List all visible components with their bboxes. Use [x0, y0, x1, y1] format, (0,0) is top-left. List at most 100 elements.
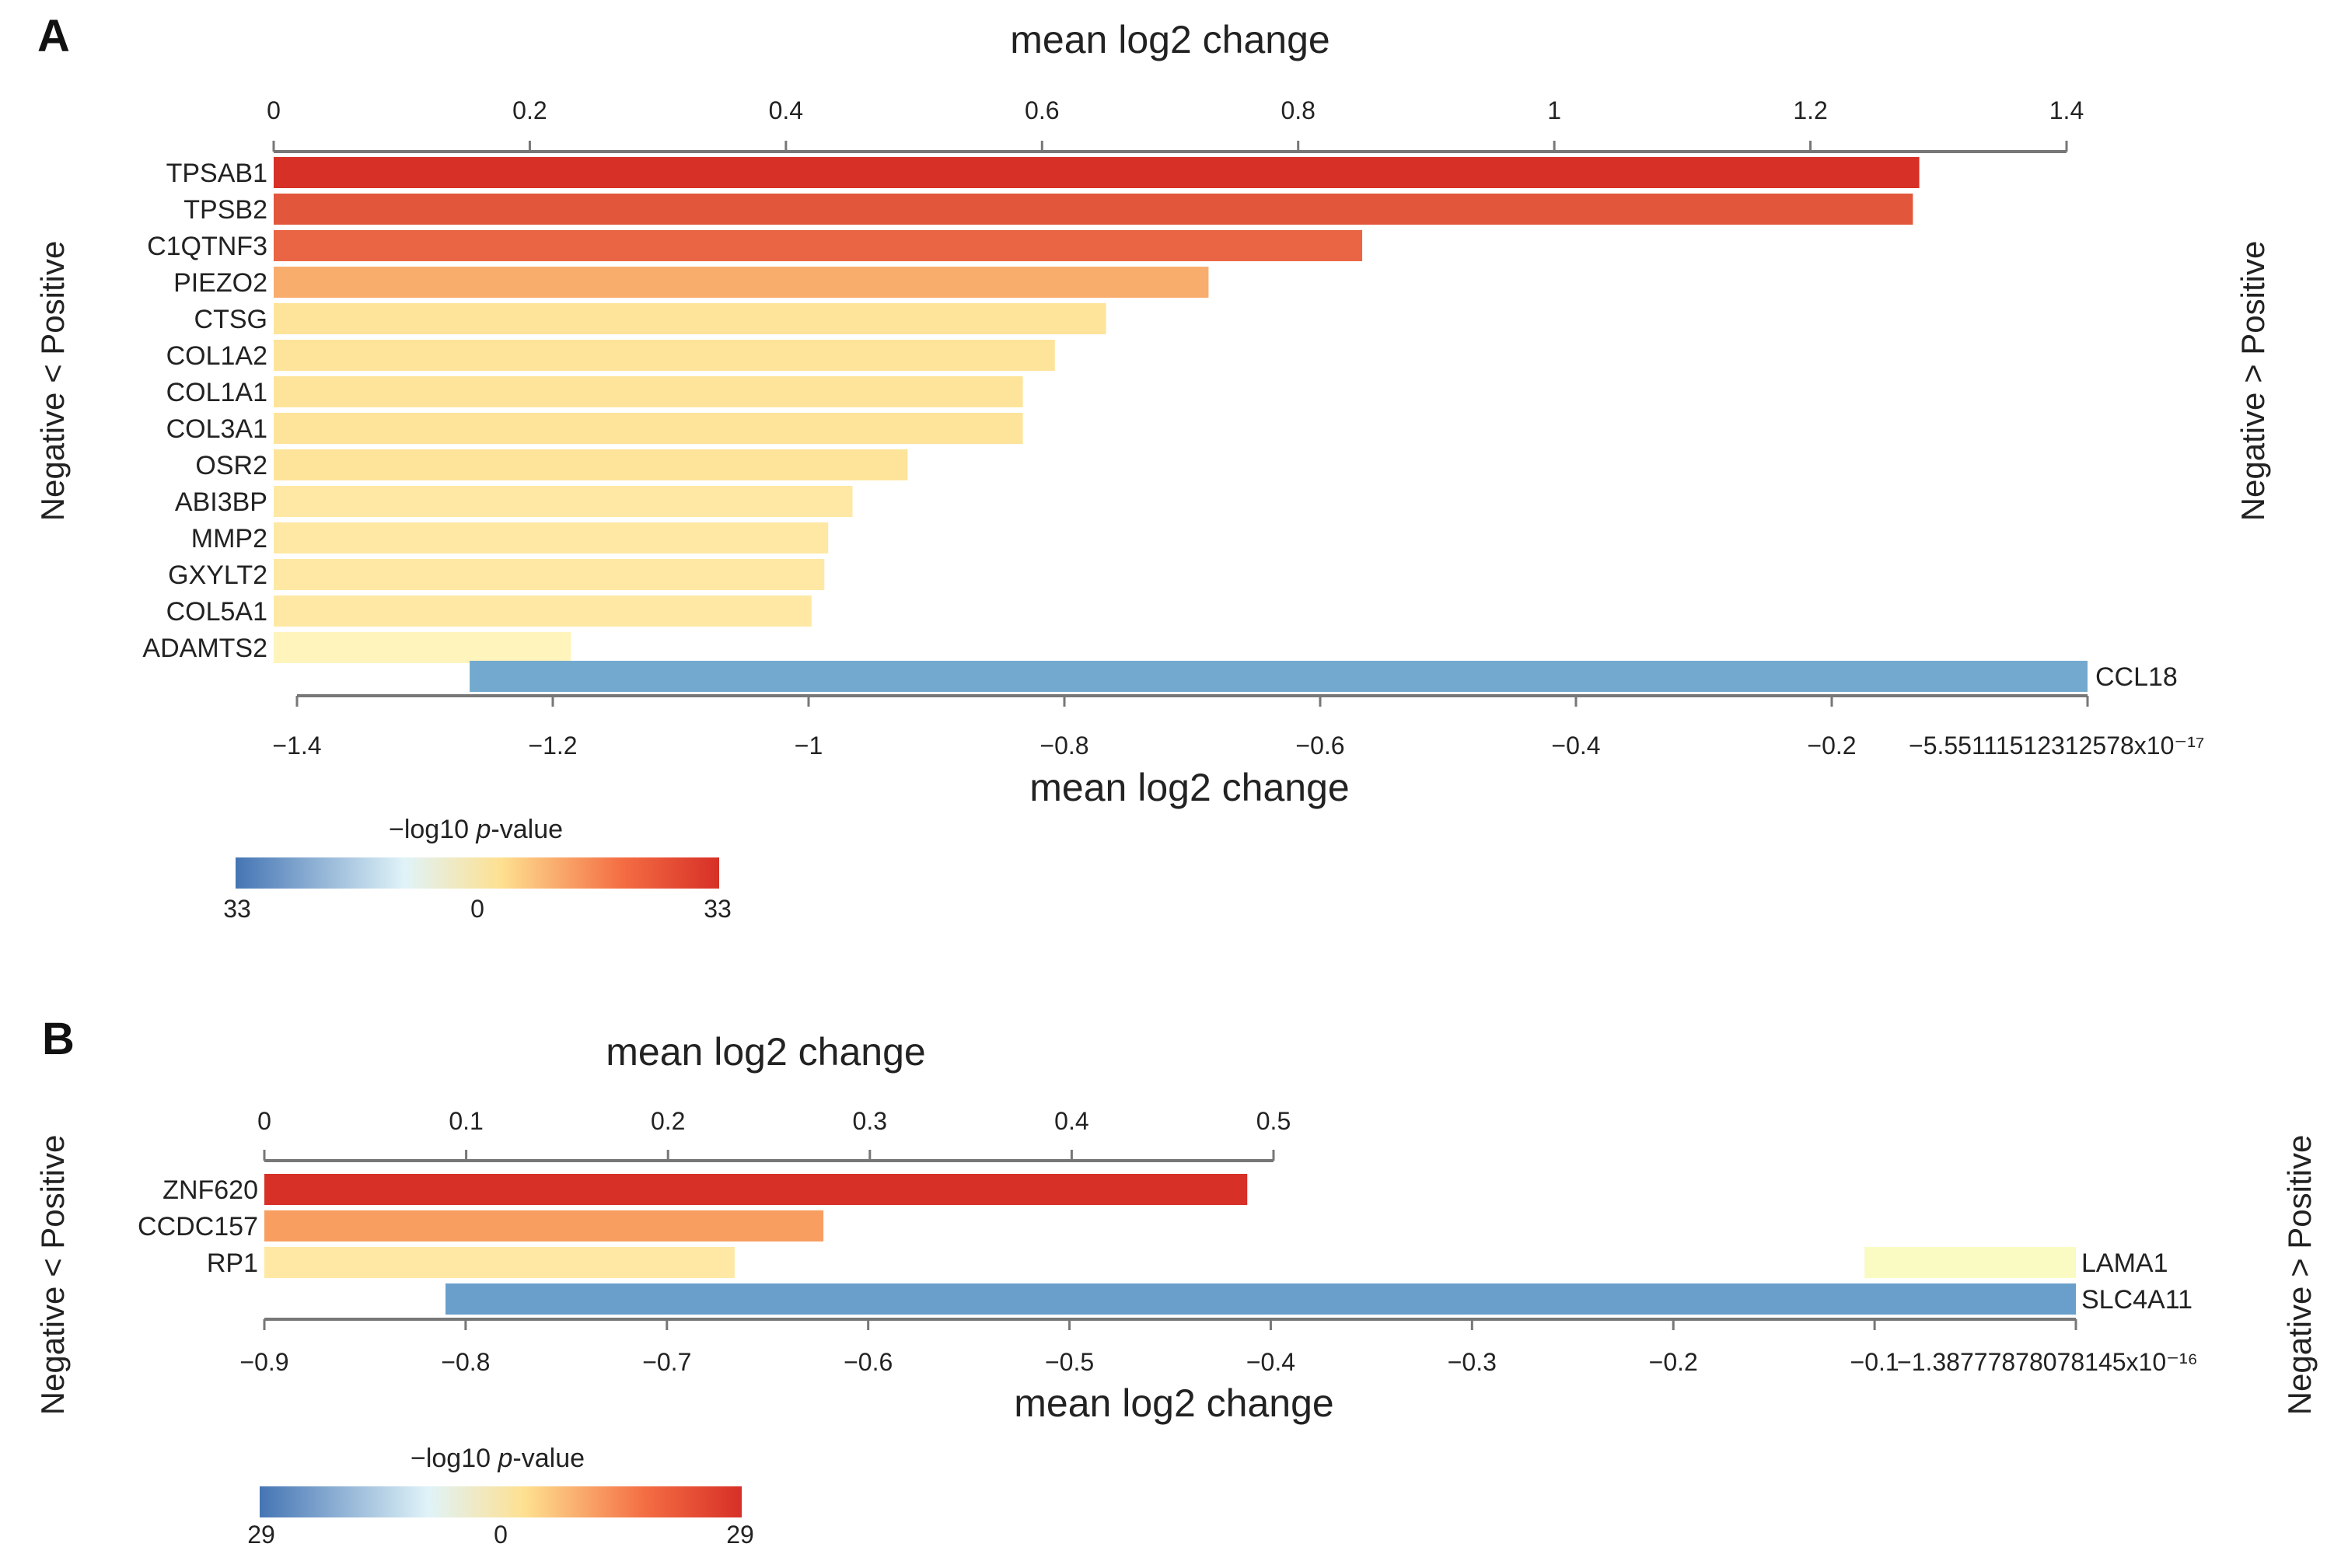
panel-a-bottom-tick-label: −0.4	[1551, 732, 1600, 760]
panel-a-top-tick-label: 0	[267, 96, 281, 124]
panel-a-bottom-axis-title: mean log2 change	[1029, 766, 1349, 809]
panel-a-gene-label: MMP2	[191, 524, 267, 554]
panel-a-gene-label: ADAMTS2	[142, 634, 267, 663]
panel-a-bar-piezo2	[274, 267, 1209, 298]
panel-b-right-side-label: Negative > Positive	[2281, 1135, 2318, 1416]
panel-a-bottom-tick-label: −0.8	[1039, 732, 1088, 760]
panel-a-top-axis-title: mean log2 change	[1010, 18, 1329, 61]
panel-b-left-side-label: Negative < Positive	[34, 1135, 71, 1416]
panel-b-bottom-tick-label: −0.4	[1246, 1348, 1295, 1376]
panel-a-top-tick-label: 1	[1547, 96, 1561, 124]
panel-b-bar-ccdc157	[264, 1210, 824, 1241]
panel-a-bar-abi3bp	[274, 486, 853, 517]
panel-a-top-tick-label: 0.8	[1281, 96, 1315, 124]
panel-a-bar-col1a2	[274, 340, 1055, 371]
panel-a-bar-mmp2	[274, 522, 829, 554]
panel-a-gene-label: CTSG	[194, 305, 267, 334]
panel-a-legend-colorbar	[236, 857, 719, 889]
panel-a-gene-label: TPSB2	[183, 195, 267, 225]
panel-b-gene-label: SLC4A11	[2081, 1285, 2193, 1315]
panel-a-top-tick-label: 1.2	[1793, 96, 1827, 124]
panel-b-top-tick-label: 0.4	[1054, 1107, 1088, 1135]
panel-a-gene-label: COL3A1	[166, 414, 267, 444]
panel-b-bottom-tick-label: −0.3	[1448, 1348, 1497, 1376]
panel-b-legend-tick-label: 29	[247, 1521, 275, 1549]
panel-b-bottom-tick-label: −0.2	[1649, 1348, 1698, 1376]
panel-b-bottom-tick-label: −0.5	[1045, 1348, 1094, 1376]
panel-a-right-side-label: Negative > Positive	[2234, 241, 2271, 522]
panel-a-top-tick-label: 0.2	[512, 96, 547, 124]
panel-a-legend-title: −log10 p-value	[389, 815, 563, 844]
panel-b-letter: B	[42, 1014, 75, 1064]
panel-a-bar-col3a1	[274, 413, 1023, 444]
panel-b-bar-znf620	[264, 1174, 1248, 1205]
panel-a-bar-ccl18	[470, 661, 2088, 692]
panel-a-gene-label: OSR2	[195, 451, 267, 480]
panel-a-bar-tpsb2	[274, 194, 1913, 225]
panel-a-bar-tpsab1	[274, 157, 1920, 188]
panel-b-bottom-tick-label: −0.8	[441, 1348, 490, 1376]
panel-a-gene-label: GXYLT2	[168, 560, 267, 590]
panel-b-legend-title: −log10 p-value	[411, 1444, 585, 1473]
panel-a-gene-label: ABI3BP	[175, 487, 267, 517]
panel-b-gene-label: RP1	[207, 1248, 258, 1278]
panel-a-bar-gxylt2	[274, 559, 825, 590]
panel-a-gene-label: COL1A1	[166, 378, 267, 407]
panel-a-legend-tick-label: 33	[704, 895, 732, 923]
panel-b-bottom-tick-label: −0.7	[642, 1348, 691, 1376]
panel-a-bar-c1qtnf3	[274, 230, 1363, 261]
panel-a-legend-title-suffix: -value	[491, 815, 563, 844]
panel-b: B 0 0.1 0.2 0.3 0.4 0.5 mean log2 change ZNF620…	[34, 1014, 2318, 1549]
panel-a-legend-tick-label: 0	[470, 895, 484, 923]
panel-a-bar-ctsg	[274, 303, 1106, 334]
panel-b-legend-tick-label: 0	[494, 1521, 508, 1549]
panel-b-top-tick-label: 0.2	[651, 1107, 685, 1135]
panel-a-letter: A	[37, 11, 70, 61]
panel-b-top-tick-label: 0	[257, 1107, 271, 1135]
panel-b-bar-slc4a11	[445, 1283, 2076, 1315]
panel-b-bar-lama1	[1864, 1247, 2076, 1278]
panel-a-bottom-tick-label: −1	[795, 732, 823, 760]
panel-a-top-tick-label: 0.4	[769, 96, 803, 124]
panel-a-gene-label: COL1A2	[166, 341, 267, 371]
panel-a-gene-label: CCL18	[2095, 662, 2178, 692]
panel-a-top-tick-label: 1.4	[2049, 96, 2084, 124]
panel-a-bottom-tick-label: −1.2	[528, 732, 577, 760]
panel-b-gene-label: ZNF620	[162, 1175, 258, 1205]
panel-a-bar-col1a1	[274, 376, 1023, 407]
panel-a-bottom-tick-label: −0.2	[1807, 732, 1856, 760]
panel-a-bottom-tick-label: −1.4	[272, 732, 321, 760]
panel-b-legend-colorbar	[260, 1486, 742, 1517]
panel-a-bar-adamts2	[274, 632, 571, 663]
panel-b-bottom-tick-label: −1.38777878078145x10⁻¹⁶	[1897, 1348, 2198, 1376]
panel-b-gene-label: LAMA1	[2081, 1248, 2168, 1278]
panel-b-legend-title-italic: p	[497, 1444, 512, 1473]
panel-b-bottom-tick-label: −0.6	[844, 1348, 893, 1376]
panel-b-bottom-tick-label: −0.9	[239, 1348, 288, 1376]
panel-a-top-tick-label: 0.6	[1025, 96, 1059, 124]
panel-b-bottom-tick-label: −0.1	[1850, 1348, 1899, 1376]
panel-a-legend-tick-label: 33	[223, 895, 251, 923]
panel-a: A 0 0.2 0.4 0.6 0.8 1 1.2 1.4 mean log2 change TP…	[34, 11, 2271, 923]
panel-b-legend-title-suffix: -value	[512, 1444, 585, 1473]
panel-b-top-axis-title: mean log2 change	[606, 1030, 925, 1074]
panel-b-top-tick-label: 0.1	[449, 1107, 483, 1135]
panel-b-gene-label: CCDC157	[138, 1212, 258, 1241]
panel-a-gene-label: C1QTNF3	[147, 232, 267, 261]
panel-a-gene-label: COL5A1	[166, 597, 267, 627]
panel-a-gene-label: PIEZO2	[173, 268, 267, 298]
panel-a-bar-osr2	[274, 449, 908, 480]
panel-a-legend-title-prefix: −log10	[389, 815, 477, 844]
panel-b-top-tick-label: 0.5	[1256, 1107, 1291, 1135]
panel-b-top-tick-label: 0.3	[853, 1107, 887, 1135]
panel-a-left-side-label: Negative < Positive	[34, 241, 71, 522]
panel-b-legend-tick-label: 29	[726, 1521, 754, 1549]
panel-b-bar-rp1	[264, 1247, 735, 1278]
panel-a-bottom-tick-label: −0.6	[1295, 732, 1344, 760]
panel-b-legend-title-prefix: −log10	[411, 1444, 498, 1473]
panel-a-bar-col5a1	[274, 595, 812, 627]
panel-a-bottom-tick-label: −5.55111512312578x10⁻¹⁷	[1909, 732, 2205, 760]
panel-a-legend-title-italic: p	[475, 815, 491, 844]
panel-b-bottom-axis-title: mean log2 change	[1014, 1381, 1333, 1425]
